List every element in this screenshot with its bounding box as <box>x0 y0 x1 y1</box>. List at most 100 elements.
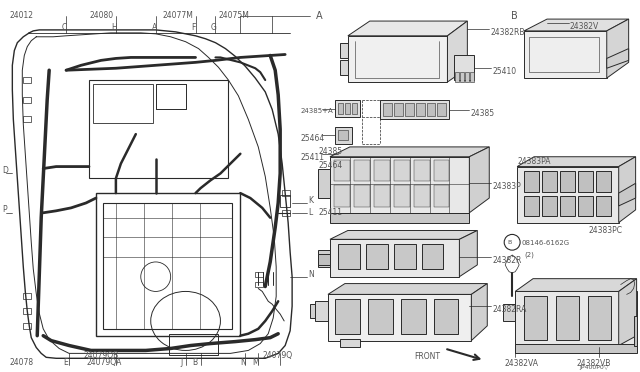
Bar <box>334 160 350 181</box>
Polygon shape <box>447 21 467 82</box>
Text: 24383PA: 24383PA <box>517 157 550 166</box>
Text: 24382VB: 24382VB <box>577 359 611 368</box>
Polygon shape <box>310 304 315 318</box>
Polygon shape <box>330 239 460 277</box>
Bar <box>103 203 232 329</box>
Bar <box>413 160 429 181</box>
Polygon shape <box>524 31 607 78</box>
Text: D: D <box>3 166 8 175</box>
Polygon shape <box>517 157 636 167</box>
Polygon shape <box>340 339 360 347</box>
Polygon shape <box>340 43 348 58</box>
Polygon shape <box>318 254 330 265</box>
Bar <box>394 185 410 207</box>
Text: P: P <box>3 205 7 214</box>
Polygon shape <box>433 299 458 334</box>
Bar <box>374 185 390 207</box>
Polygon shape <box>330 157 469 213</box>
Polygon shape <box>422 244 444 269</box>
Text: 24382V: 24382V <box>570 22 599 31</box>
Polygon shape <box>515 279 637 291</box>
Bar <box>438 103 447 116</box>
Polygon shape <box>401 299 426 334</box>
Text: 08146-6162G: 08146-6162G <box>521 240 569 246</box>
Bar <box>96 193 241 336</box>
Text: 24079QB: 24079QB <box>83 351 118 360</box>
Text: 24078: 24078 <box>10 358 33 367</box>
Text: B: B <box>511 11 518 21</box>
Text: 24385+A: 24385+A <box>300 108 333 113</box>
Polygon shape <box>517 167 619 222</box>
Text: B: B <box>507 240 511 245</box>
Polygon shape <box>515 344 637 353</box>
Bar <box>334 185 350 207</box>
Polygon shape <box>578 170 593 192</box>
Bar <box>415 103 424 116</box>
Bar <box>93 84 153 123</box>
Text: K: K <box>308 196 313 205</box>
Text: N: N <box>241 358 246 367</box>
Bar <box>433 160 449 181</box>
Polygon shape <box>607 19 628 78</box>
Polygon shape <box>330 231 477 239</box>
Bar <box>23 97 31 103</box>
Polygon shape <box>469 147 489 213</box>
Text: 24382R: 24382R <box>492 256 522 265</box>
Text: 24077M: 24077M <box>163 11 193 20</box>
Text: 25411: 25411 <box>318 208 342 217</box>
Bar <box>282 190 290 196</box>
Bar <box>394 103 403 116</box>
Text: 24382RB: 24382RB <box>490 28 525 37</box>
Polygon shape <box>330 213 469 222</box>
Polygon shape <box>524 19 628 31</box>
Text: G: G <box>211 23 216 32</box>
Bar <box>23 116 31 122</box>
Text: 25411: 25411 <box>300 153 324 162</box>
Polygon shape <box>394 244 415 269</box>
Text: 24075M: 24075M <box>218 11 250 20</box>
Bar <box>465 72 469 82</box>
Text: C: C <box>61 23 67 32</box>
Bar <box>413 185 429 207</box>
Bar <box>404 103 413 116</box>
Text: L: L <box>308 208 312 217</box>
Bar <box>23 294 31 299</box>
Polygon shape <box>335 100 360 118</box>
Polygon shape <box>619 157 636 222</box>
Polygon shape <box>335 299 360 334</box>
Bar <box>394 160 410 181</box>
Bar <box>156 84 186 109</box>
Polygon shape <box>503 304 515 321</box>
Polygon shape <box>315 301 328 321</box>
Text: 24385: 24385 <box>318 147 342 156</box>
Polygon shape <box>515 291 637 346</box>
Bar <box>383 103 392 116</box>
Polygon shape <box>634 316 637 346</box>
Bar <box>280 195 290 207</box>
Polygon shape <box>619 279 637 346</box>
Text: 24079Q: 24079Q <box>262 351 292 360</box>
Bar <box>338 130 348 140</box>
Polygon shape <box>556 296 579 340</box>
Polygon shape <box>335 127 352 144</box>
Polygon shape <box>460 231 477 277</box>
Text: B: B <box>193 358 198 367</box>
Bar <box>338 103 343 115</box>
Text: 25410: 25410 <box>492 67 516 76</box>
Text: N: N <box>308 270 314 279</box>
Text: 24080: 24080 <box>89 11 113 20</box>
Polygon shape <box>542 196 557 216</box>
Polygon shape <box>607 49 628 68</box>
Polygon shape <box>578 196 593 216</box>
Polygon shape <box>318 250 330 267</box>
Polygon shape <box>328 283 487 294</box>
Polygon shape <box>330 147 489 157</box>
Text: (2): (2) <box>524 251 534 258</box>
Text: 24383PC: 24383PC <box>589 225 623 235</box>
Bar <box>23 308 31 314</box>
Bar <box>460 72 465 82</box>
Text: J: J <box>180 358 183 367</box>
Polygon shape <box>524 196 539 216</box>
Text: 24012: 24012 <box>10 11 33 20</box>
Bar <box>169 334 218 355</box>
